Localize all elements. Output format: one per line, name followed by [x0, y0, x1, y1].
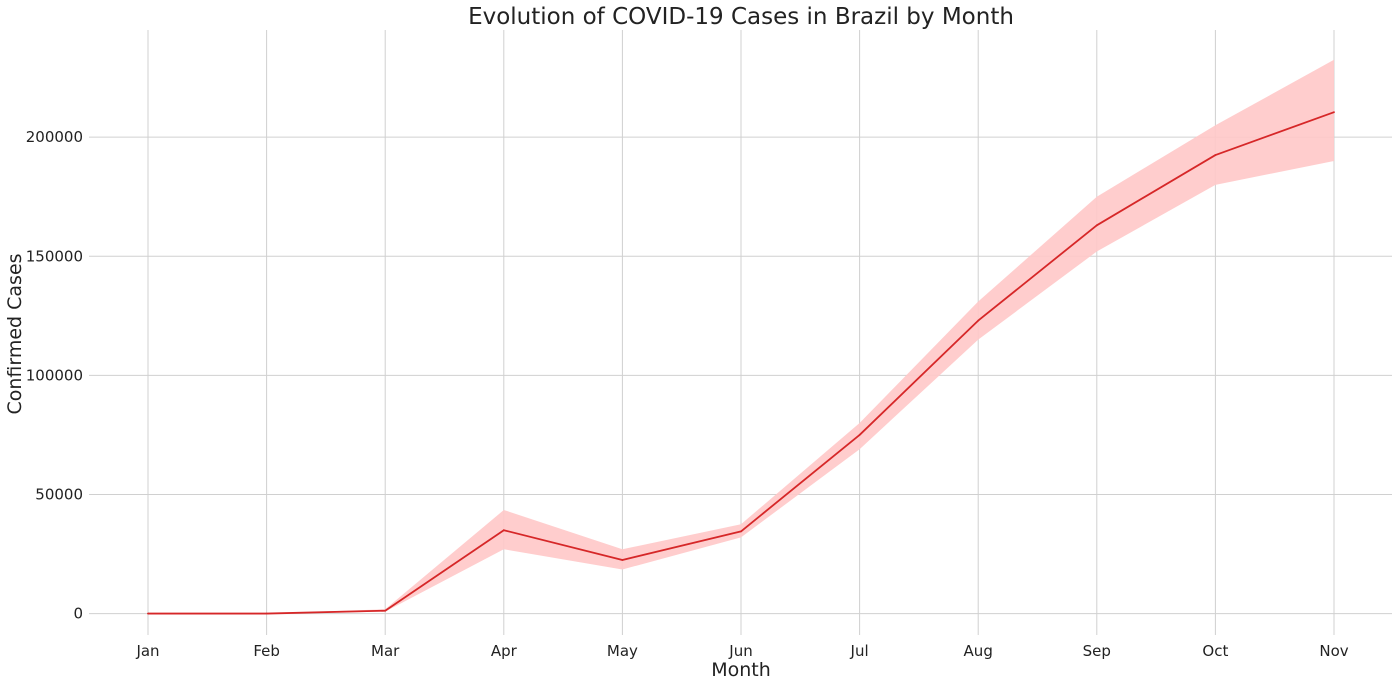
x-tick-label: Mar [371, 642, 400, 660]
data-point [740, 530, 742, 533]
data-point [502, 529, 505, 532]
x-tick-label: Jan [135, 642, 159, 660]
x-tick-label: Nov [1319, 642, 1348, 660]
x-tick-label: Aug [964, 642, 993, 660]
grid [89, 30, 1392, 635]
x-tick-label: Jul [850, 642, 869, 660]
x-tick-label: Apr [491, 642, 518, 660]
y-tick-labels: 0 50000 100000 150000 200000 [26, 128, 83, 622]
y-tick-label: 200000 [26, 128, 83, 146]
x-tick-labels: Jan Feb Mar Apr May Jun Jul Aug Sep Oct Nov [135, 642, 1348, 660]
data-point [977, 319, 980, 322]
x-tick-label: Sep [1083, 642, 1111, 660]
data-point [384, 609, 387, 612]
data-point [265, 612, 268, 615]
data-point [1095, 224, 1098, 227]
data-point [1214, 154, 1217, 156]
x-tick-label: Oct [1202, 642, 1228, 660]
chart-title: Evolution of COVID-19 Cases in Brazil by… [468, 4, 1014, 30]
y-tick-label: 50000 [35, 485, 83, 503]
data-point [1333, 111, 1335, 114]
y-tick-label: 150000 [26, 247, 83, 265]
data-point [621, 559, 624, 561]
x-tick-label: May [607, 642, 638, 660]
series-line-group [147, 111, 1335, 615]
x-tick-label: Jun [728, 642, 752, 660]
x-tick-label: Feb [253, 642, 280, 660]
y-axis-title: Confirmed Cases [4, 253, 26, 414]
y-tick-label: 0 [73, 605, 83, 623]
data-point [147, 612, 149, 615]
x-axis-title: Month [711, 659, 771, 681]
data-point [858, 434, 861, 436]
y-tick-label: 100000 [26, 366, 83, 384]
